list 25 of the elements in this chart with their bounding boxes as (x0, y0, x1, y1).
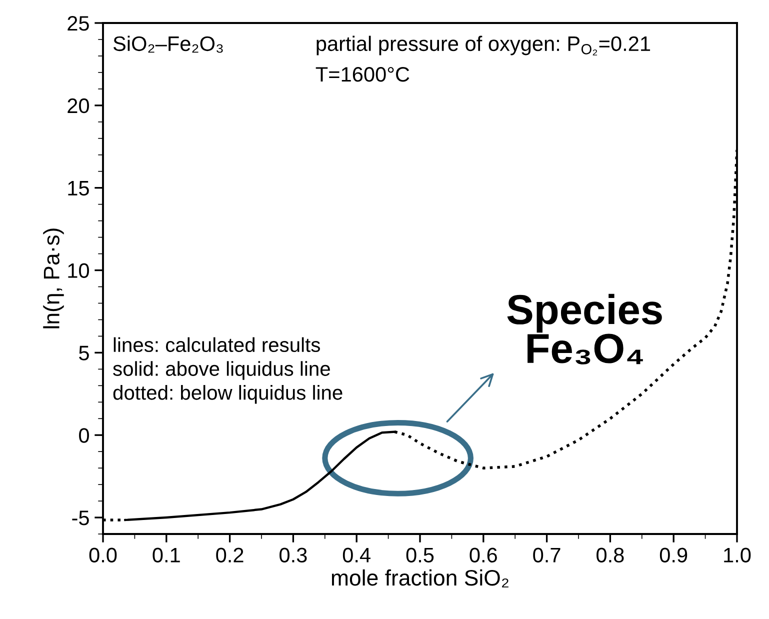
x-tick-label: 0.8 (596, 548, 624, 562)
annotation: Species Fe₃O₄ (507, 294, 662, 364)
y-tick-label: 15 (68, 181, 89, 196)
x-tick-label: 0.7 (533, 548, 560, 562)
x-tick-label: 0.2 (216, 548, 244, 562)
x-tick-label: 0.3 (280, 548, 307, 562)
y-tick-label: 10 (68, 263, 89, 278)
x-tick-label: 0.6 (470, 548, 497, 562)
x-tick-label: 1.0 (724, 548, 751, 562)
x-tick-label: 0.5 (406, 548, 434, 562)
annotation: SiO₂–Fe₂O₃ (113, 36, 223, 53)
y-tick-label: 20 (68, 98, 89, 114)
x-axis-title: mole fraction SiO₂ (332, 569, 508, 588)
annotation: partial pressure of oxygen: P$_{O₂}$=0.21 (316, 36, 650, 56)
x-tick-label: 0.4 (342, 548, 370, 562)
annotation: T=1600°C (316, 66, 410, 82)
y-tick-label: -5 (72, 510, 89, 526)
x-tick-label: 0.0 (89, 548, 117, 562)
y-tick-label: 5 (79, 346, 89, 360)
x-tick-label: 0.9 (660, 548, 688, 562)
x-tick-label: 0.1 (152, 548, 180, 562)
y-tick-label: 0 (79, 428, 89, 443)
y-tick-label: 25 (68, 16, 89, 31)
annotation: lines: calculated results solid: above liquidus line dotted: below liquidus line (113, 337, 342, 404)
y-axis-title: ln(η, Pa·s) (43, 228, 64, 328)
